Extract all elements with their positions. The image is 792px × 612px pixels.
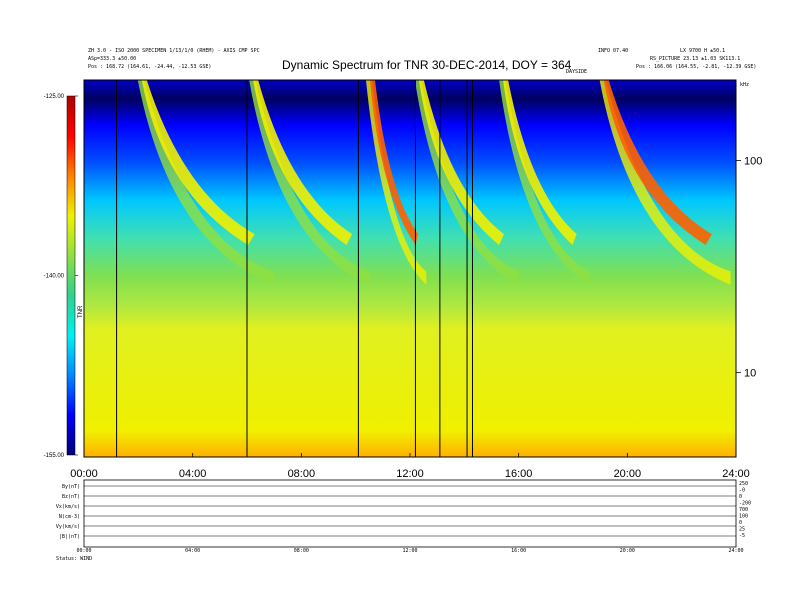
panel-label: |B|(nT) [59,534,80,540]
burst-core [503,80,577,245]
burst-core [253,80,353,245]
chart-title: Dynamic Spectrum for TNR 30-DEC-2014, DO… [282,58,572,72]
x-tick-label: 20:00 [614,468,642,480]
solar-wind-traces: By(nT) Bz(nT) Vx(km/s) N(cm-3) Vy(km/s) |B|(n… [56,481,751,554]
panel-label: Vx(km/s) [56,504,80,510]
panel-label: N(cm-3) [59,514,80,520]
burst-halo [365,80,427,285]
x-tick-label: 04:00 [179,468,207,480]
x-axis: 00:00 04:00 08:00 12:00 16:00 20:00 24:00 [70,453,750,480]
burst-core [141,80,255,245]
data-gap-lines [116,80,473,457]
header-left-line-2: ASp=333.3 ±50.00 [88,56,137,62]
header-right-line-3: RS_PICTURE 23.13 ±1.03 SK113.1 [650,56,741,62]
panel-right-tick: 0 [739,494,742,500]
panel-right-tick: 0 [739,520,742,526]
burst-core [603,80,712,245]
x-tick-label: 24:00 [722,468,750,480]
x-tick-label: 12:00 [396,468,424,480]
panel-x-tick-label: 24:00 [728,548,743,554]
header-left-line-3: Pos : 168.72 (164.61, -24.44, -12.53 GSE… [88,64,212,70]
burst-layer [137,80,731,285]
panel-right-tick: 100 [739,514,748,520]
panel-right-tick: -200 [739,501,751,507]
colorbar-tick-label: -125.00 [44,94,65,100]
dayside-marker-label: DAYSIDE [566,69,588,75]
x-tick-label: 16:00 [505,468,533,480]
header-right-line-1: INFO 07.40 [598,48,629,54]
panel-right-tick: -0 [739,488,745,494]
colorbar-ticks: -125.00 -140.00 -155.00 [44,94,78,459]
panel-x-tick-label: 16:00 [511,548,526,554]
panel-right-tick: 25 [739,527,745,533]
colorbar-tick-label: -155.00 [44,453,65,459]
frequency-unit-label: kHz [740,82,750,88]
spectrogram-background [84,80,736,457]
x-tick-label: 08:00 [288,468,316,480]
y-tick-label: 10 [744,368,756,380]
burst-core [418,80,504,245]
y-tick-label: 100 [744,156,762,168]
panel-label: Vy(km/s) [56,524,80,530]
panel-label: By(nT) [62,484,80,490]
panel-right-tick: 700 [739,507,748,513]
status-footer: Status: WIND [56,556,93,562]
panel-right-tick: -5 [739,533,745,539]
colorbar-tick-label: -140.00 [44,274,65,280]
header-right-line-2: LX 9700 H ±50.1 [680,48,726,54]
panel-x-tick-label: 04:00 [185,548,200,554]
panel-x-tick-label: 08:00 [294,548,309,554]
y-axis: 100 10 [736,156,762,380]
panel-label: Bz(nT) [62,494,80,500]
colorbar-label: TNR [78,305,84,318]
x-tick-label: 00:00 [70,468,98,480]
colorbar [66,95,76,456]
panel-x-tick-label: 12:00 [402,548,417,554]
header-left-line-1: ZH 3.0 - ISO 2000 SPECIMEN 1/13/1/0 (RHE… [88,48,260,54]
header-right-line-4: Pos : 166.06 (164.55, -2.81, -12.39 GSE) [636,64,757,70]
burst-core [369,80,419,245]
spectrogram-area [84,80,736,457]
panel-x-tick-label: 00:00 [76,548,91,554]
panel-right-tick: 250 [739,481,748,487]
solar-wind-panel [83,479,737,548]
panel-x-tick-label: 20:00 [620,548,635,554]
